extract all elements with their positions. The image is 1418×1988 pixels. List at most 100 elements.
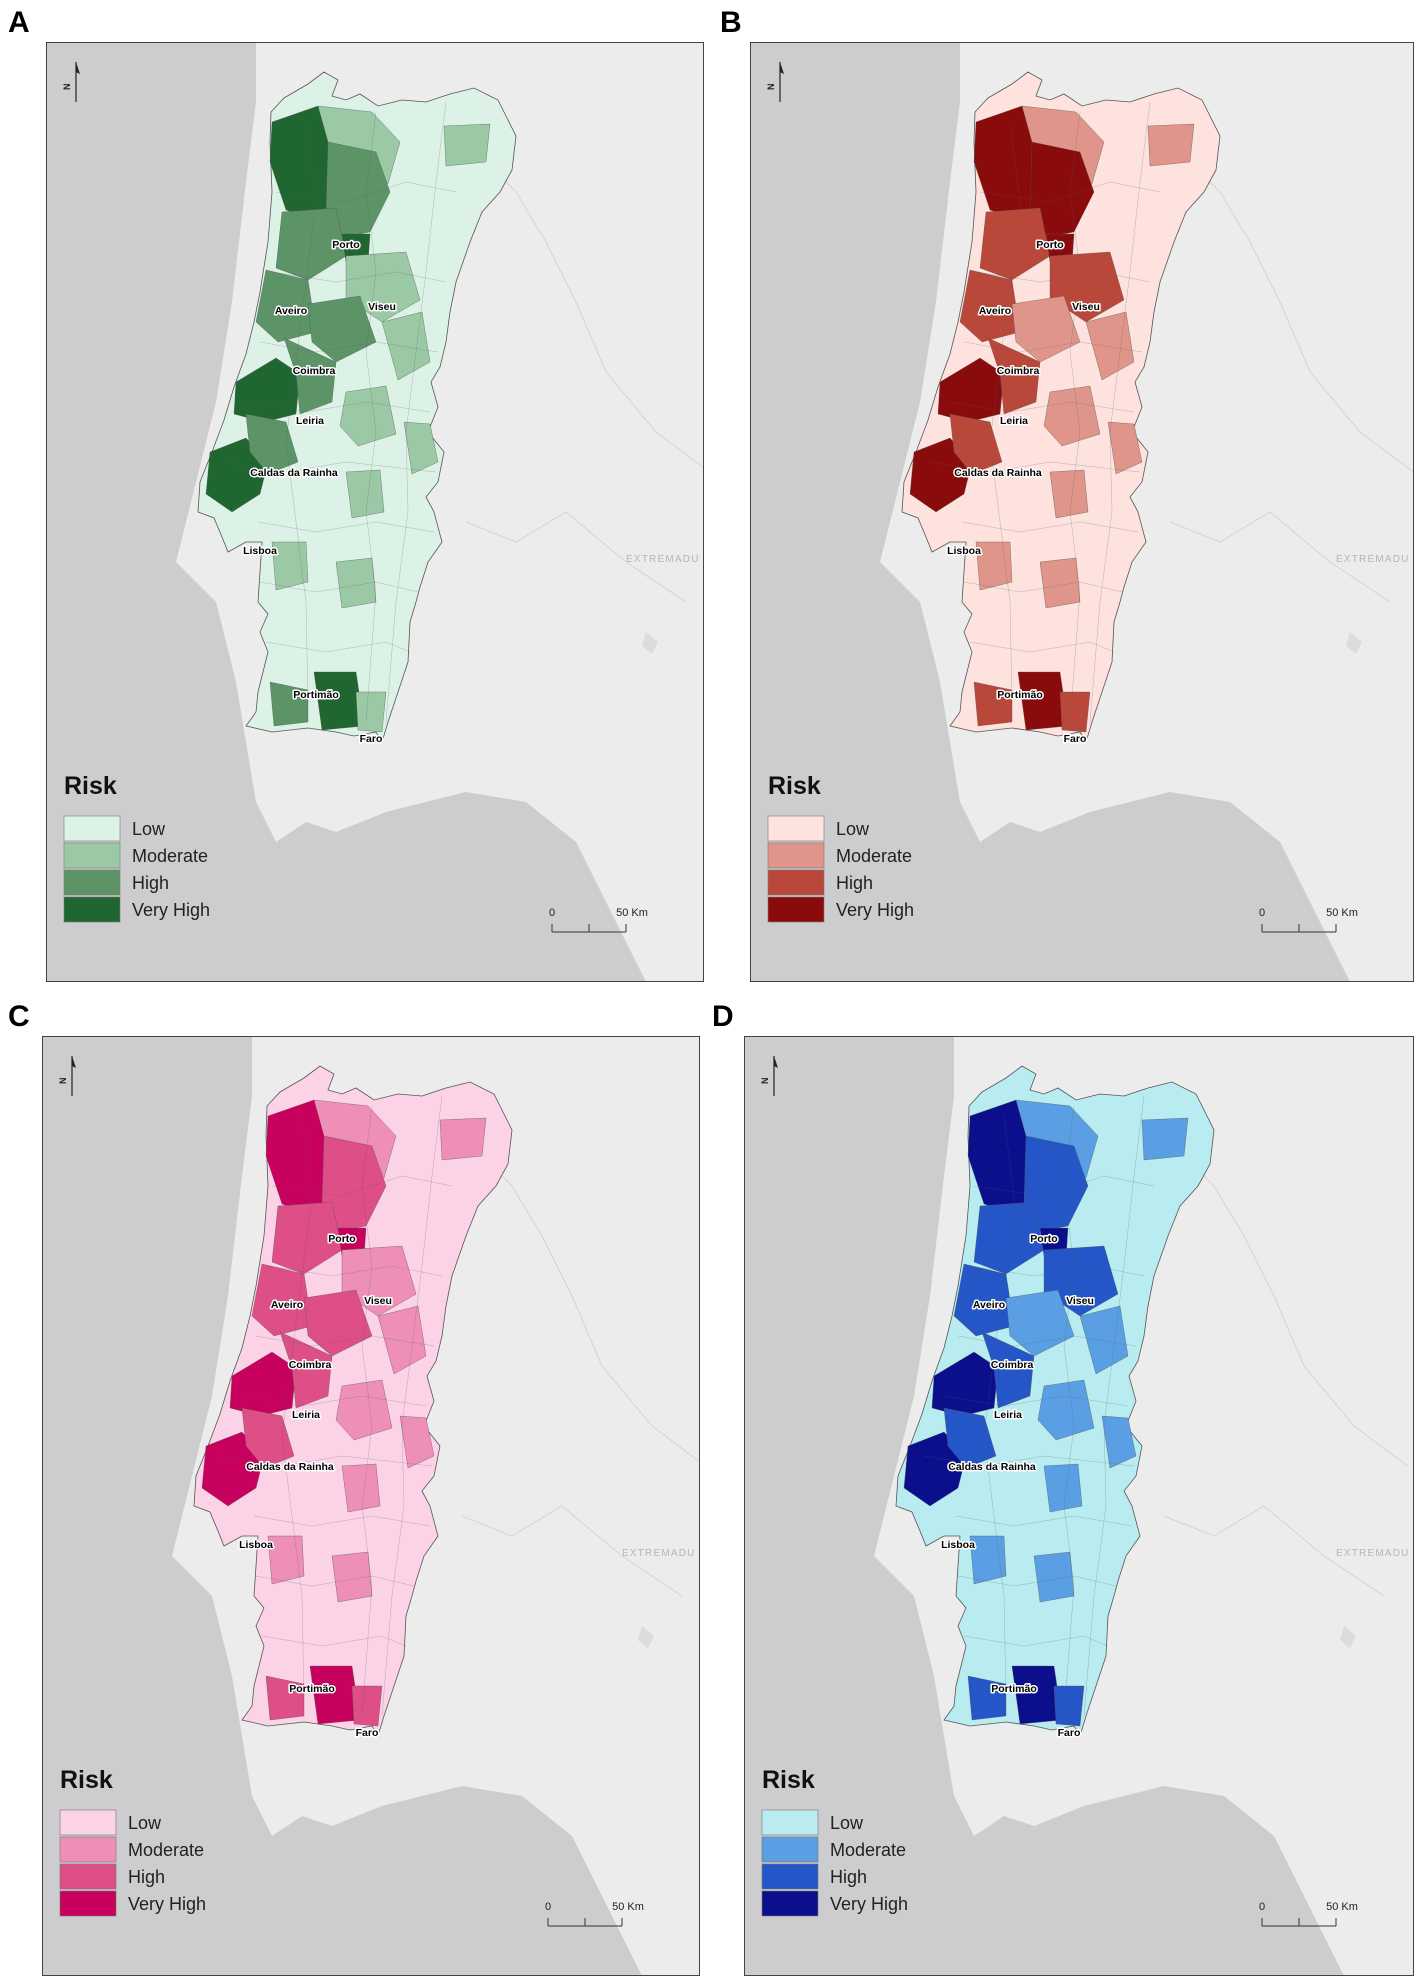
scale-bar: 0 50 Km [1259,907,1358,933]
risk-zone [275,207,347,281]
legend-label: Very High [830,1894,908,1914]
region-label: EXTREMADU [626,554,700,565]
scale-bar: 0 50 Km [545,1901,644,1927]
legend-label: Low [830,1813,864,1833]
north-arrow-head [72,1056,76,1068]
legend-swatch [761,1809,819,1836]
region-label: EXTREMADU [622,1548,696,1559]
municipality-border [923,1455,1135,1467]
municipality-border [963,581,1123,593]
city-label-coimbra: Coimbra [997,365,1040,377]
risk-zone [1049,251,1125,323]
risk-zone [233,357,301,423]
municipality-border [255,1335,435,1347]
risk-zone [265,1675,305,1721]
municipality-borders [225,101,457,723]
scale-end-label: 50 Km [616,907,648,919]
north-label: N [58,1078,68,1085]
legend-label: Moderate [128,1840,204,1860]
scale-start-label: 0 [545,1901,551,1913]
city-label-caldas-da-rainha: Caldas da Rainha [948,1461,1036,1473]
legend-swatch [59,1890,117,1917]
risk-zone [1147,123,1195,167]
risk-zone [981,1331,1035,1409]
risk-zone [377,1305,427,1375]
risk-zone [909,437,973,513]
legend-title: Risk [64,772,117,800]
map-border [750,42,1414,982]
risk-zone [1037,1379,1095,1441]
legend-label: High [128,1867,165,1887]
municipality-border [961,521,1139,533]
map-border [46,42,704,982]
municipality-borders [923,1095,1155,1717]
municipality-border [271,271,447,283]
municipality-border [957,1575,1117,1587]
risk-zone [321,1135,387,1233]
legend-swatch [767,842,825,869]
legend-label: Low [132,819,166,839]
city-label-caldas-da-rainha: Caldas da Rainha [246,1461,334,1473]
risk-zone [325,141,391,239]
city-label-coimbra: Coimbra [293,365,336,377]
city-label-leiria: Leiria [994,1409,1022,1421]
risk-zone [245,413,299,475]
city-label-porto: Porto [1030,1233,1057,1245]
spain-river [461,1505,683,1597]
municipality-border [265,641,411,653]
legend-label: Very High [128,1894,206,1914]
north-arrow-head [76,62,80,74]
municipality-border [955,1515,1133,1527]
city-label-portim-o: Portimão [289,1683,335,1695]
north-label: N [62,84,72,91]
municipality-border [975,271,1151,283]
portugal-map: Porto Aveiro Viseu Coimbra Leiria Caldas da R… [895,1065,1215,1741]
city-label-aveiro: Aveiro [275,305,307,317]
legend-swatch [761,1890,819,1917]
spain-river [1163,1505,1385,1597]
legend-label: High [132,873,169,893]
panel-letter: D [712,1000,734,1033]
legend-label: Low [128,1813,162,1833]
panel-letter: B [720,6,742,39]
legend-title: Risk [762,1766,815,1794]
region-label: EXTREMADU [1336,1548,1410,1559]
north-arrow: N [760,1056,778,1096]
municipality-border [973,1175,1155,1197]
scale-end-label: 50 Km [1326,1901,1358,1913]
north-arrow: N [58,1056,76,1096]
municipality-border [969,641,1115,653]
risk-zone [1053,1685,1085,1727]
risk-zone [335,557,377,609]
atlantic-ocean [42,1036,642,1976]
risk-zone [937,357,1005,423]
risk-zone [345,251,421,323]
legend-swatch [59,1809,117,1836]
city-label-aveiro: Aveiro [979,305,1011,317]
city-label-viseu: Viseu [364,1295,392,1307]
risk-zone [1043,1463,1083,1513]
risk-zone [255,269,317,343]
municipality-border [969,1265,1145,1277]
risk-zone [201,1431,265,1507]
legend-label: Very High [836,900,914,920]
city-label-viseu: Viseu [1066,1295,1094,1307]
risk-zone [303,1289,373,1357]
risk-zone [959,269,1021,343]
panel-letter: C [8,1000,30,1033]
municipality-border [253,1515,431,1527]
city-label-coimbra: Coimbra [991,1359,1034,1371]
municipality-border [957,1335,1137,1347]
region-label: EXTREMADU [1336,554,1410,565]
risk-zone [1049,469,1089,519]
risk-zone [341,1463,381,1513]
risk-zone [331,1551,373,1603]
municipality-border [943,1395,1129,1407]
risk-zone [979,207,1051,281]
risk-zone [1107,421,1143,475]
city-label-leiria: Leiria [292,1409,320,1421]
portugal-map: Porto Aveiro Viseu Coimbra Leiria Caldas da R… [193,1065,513,1741]
risk-zone [949,413,1003,475]
municipality-border [1063,1105,1075,1717]
municipality-borders [929,101,1161,723]
